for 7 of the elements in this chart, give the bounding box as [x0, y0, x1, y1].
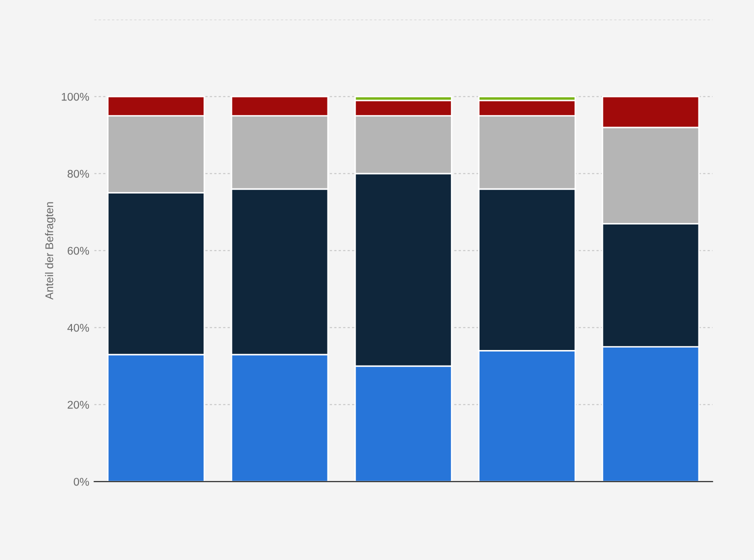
y-tick-label: 20% — [68, 400, 89, 409]
y-tick-label: 80% — [68, 170, 89, 178]
y-tick-label: 100% — [62, 92, 89, 101]
y-tick-label: 60% — [68, 246, 89, 255]
y-tick-label: 40% — [67, 324, 89, 332]
y-axis-title: Anteil der Befragten — [45, 202, 56, 300]
y-tick-label: 0% — [74, 478, 89, 486]
